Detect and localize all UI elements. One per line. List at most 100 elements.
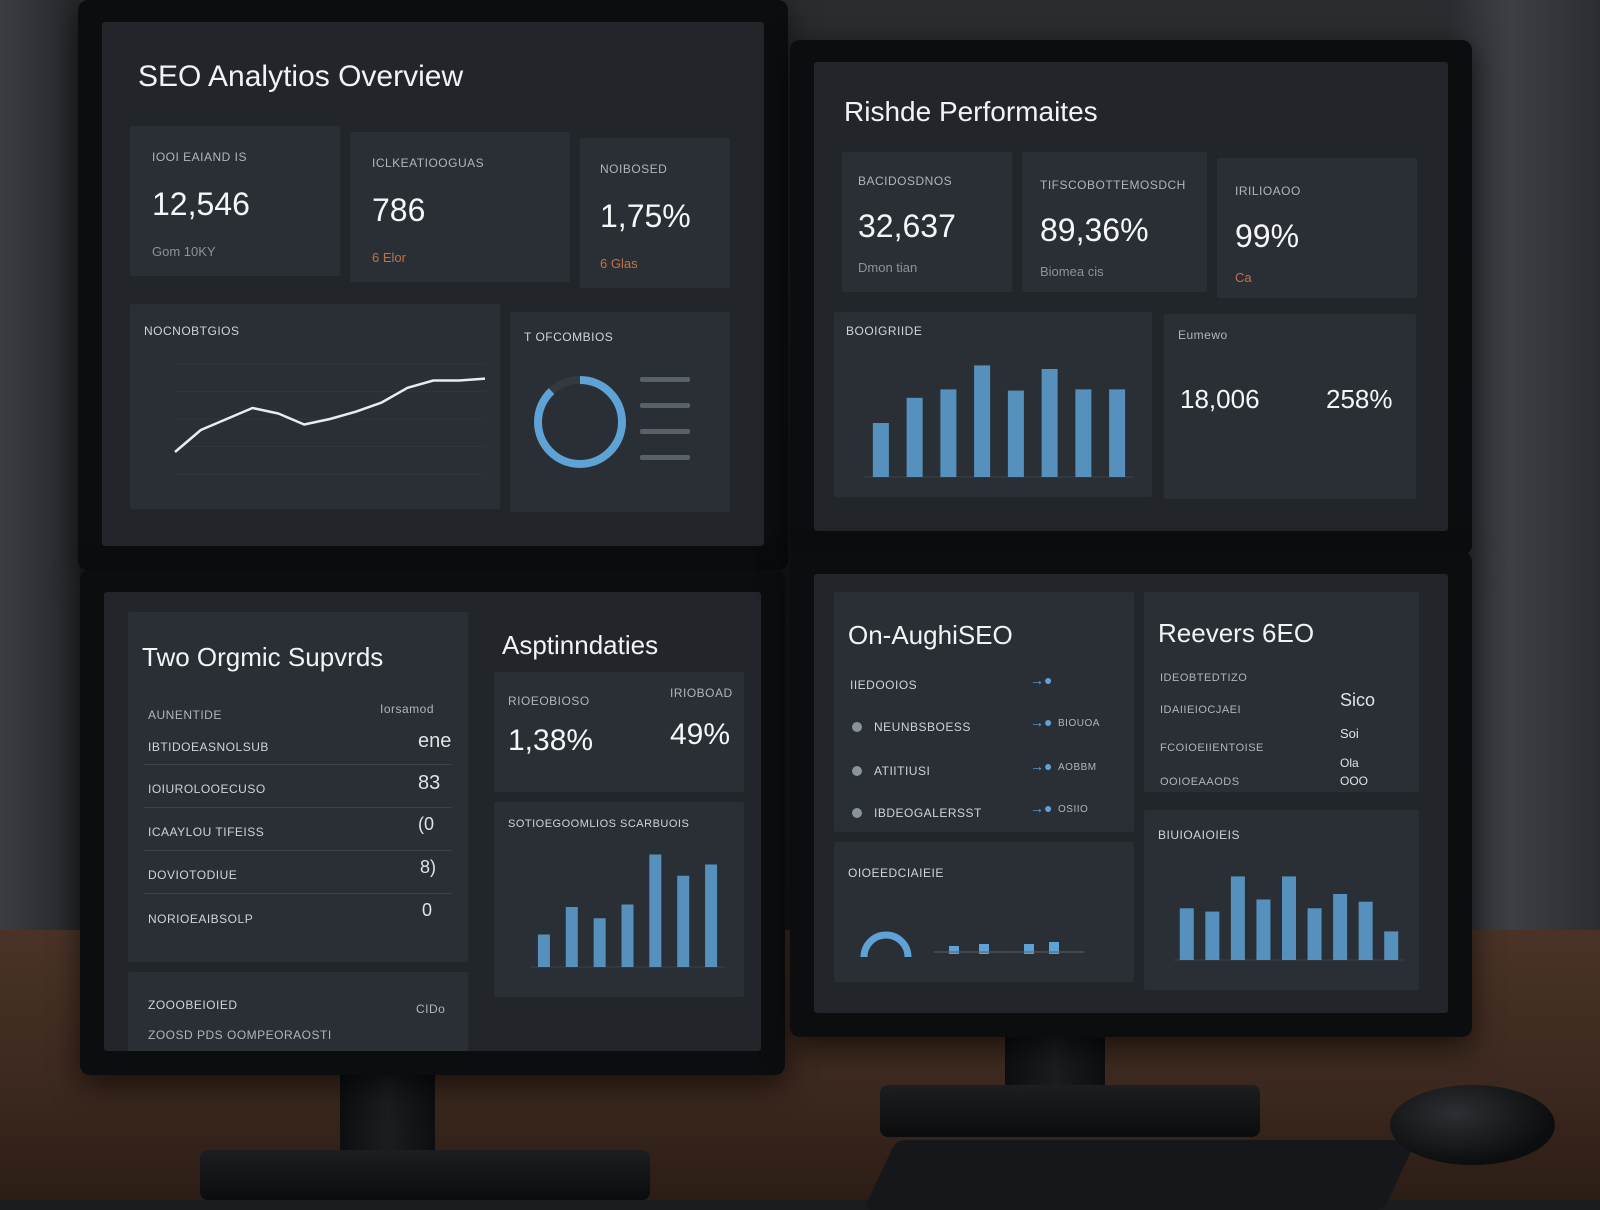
- bar[interactable]: [677, 875, 690, 967]
- bar[interactable]: [621, 904, 634, 968]
- bar[interactable]: [1041, 369, 1058, 477]
- panel-label: BOOIGRIIDE: [846, 324, 923, 338]
- line-chart: [174, 363, 486, 475]
- stand-base-right: [880, 1085, 1260, 1137]
- bar[interactable]: [1205, 911, 1220, 960]
- kpi-note: Gom 10KY: [152, 244, 216, 259]
- row-meta: OSIIO: [1058, 804, 1089, 815]
- row-value: 83: [418, 772, 441, 794]
- row-label: ATIITIUSI: [874, 764, 931, 778]
- row-value: ene: [418, 730, 452, 752]
- bar[interactable]: [1282, 876, 1296, 960]
- bar[interactable]: [1007, 390, 1024, 477]
- kpi-value: 786: [372, 192, 426, 228]
- row-label: IBTIDOEASNOLSUB: [148, 740, 269, 754]
- footer-panel[interactable]: ZOOOBEIOIED CIDo ZOOSD PDS OOMPEORAOSTI: [128, 972, 468, 1051]
- list-header: AUNENTIDE: [148, 708, 222, 722]
- panel-title: Reevers 6EO: [1158, 618, 1315, 648]
- kpi-value: 1,75%: [600, 198, 691, 234]
- bar-chart: [530, 854, 725, 968]
- kpi-note: 6 Elor: [372, 250, 406, 265]
- bar[interactable]: [537, 934, 550, 968]
- row-divider: [144, 893, 452, 894]
- bar[interactable]: [872, 423, 889, 477]
- bar[interactable]: [1333, 894, 1348, 960]
- bar-chart-panel[interactable]: BIUIOAIOIEIS: [1144, 810, 1419, 990]
- monitor-bottom-right: On-AughiSEO IIEDOOIOS →● NEUNBSBOESS →● …: [790, 552, 1472, 1037]
- row-label: FCOIOEIIENTOISE: [1160, 742, 1264, 754]
- mini-bar: [949, 946, 959, 954]
- keyword-list-panel[interactable]: Two Orgmic Supvrds AUNENTIDE Iorsamod IB…: [128, 612, 468, 962]
- monitor-top-right: Rishde Performaites BACIDOSDNOS 32,637 D…: [790, 40, 1472, 555]
- bar[interactable]: [906, 397, 923, 477]
- bar[interactable]: [593, 918, 606, 967]
- screen-onpage: On-AughiSEO IIEDOOIOS →● NEUNBSBOESS →● …: [814, 574, 1448, 1013]
- footer-sub: ZOOSD PDS OOMPEORAOSTI: [148, 1028, 332, 1042]
- kpi-label: IOOI EAIAND IS: [152, 150, 248, 164]
- row-label: IDEOBTEDTIZO: [1160, 672, 1248, 684]
- row-label: IDAIIEIOCJAEI: [1160, 704, 1242, 716]
- row-value: Sico: [1340, 690, 1376, 710]
- stand-base-left: [200, 1150, 650, 1200]
- line-chart-panel[interactable]: NOCNOBTGIOS: [130, 304, 500, 509]
- mouse: [1390, 1085, 1555, 1165]
- kpi-note: Biomea cis: [1040, 264, 1104, 279]
- row-value: (0: [418, 814, 435, 834]
- donut-panel[interactable]: T OFCOMBIOS: [510, 312, 730, 512]
- gauge-arc: [860, 931, 912, 958]
- bar[interactable]: [974, 365, 991, 477]
- row-label: IOIUROLOOECUSO: [148, 782, 266, 796]
- bar[interactable]: [565, 907, 578, 967]
- monitor-bottom-left: Two Orgmic Supvrds AUNENTIDE Iorsamod IB…: [80, 570, 785, 1075]
- panel-title: Asptinndaties: [502, 630, 659, 660]
- kpi-card[interactable]: ICLKEATIOOGUAS 786 6 Elor: [350, 132, 570, 282]
- panel-title: On-AughiSEO: [848, 620, 1013, 650]
- row-meta: AOBBM: [1058, 762, 1097, 773]
- footer-value: CIDo: [416, 1002, 446, 1016]
- row-meta: BIOUOA: [1058, 718, 1100, 729]
- kpi-label: IRILIOAOO: [1235, 184, 1301, 198]
- kpi-note: Ca: [1235, 270, 1252, 285]
- row-value: OOO: [1340, 774, 1369, 788]
- gauge-panel[interactable]: OIOEEDCIAIEIE: [834, 842, 1134, 982]
- row-label: OOIOEAAODS: [1160, 776, 1240, 788]
- legend-item: [640, 403, 690, 408]
- row-divider: [144, 764, 452, 765]
- kpi-note: Dmon tian: [858, 260, 918, 275]
- kpi-value: 12,546: [152, 186, 250, 222]
- bar[interactable]: [1109, 389, 1126, 477]
- panel-label: BIUIOAIOIEIS: [1158, 828, 1241, 842]
- kpi-card[interactable]: IOOI EAIAND IS 12,546 Gom 10KY: [130, 126, 340, 276]
- panel-label: Eumewo: [1178, 328, 1228, 342]
- bar[interactable]: [1179, 908, 1194, 960]
- bar[interactable]: [940, 389, 957, 477]
- legend-item: [640, 429, 690, 434]
- bar[interactable]: [1384, 931, 1399, 960]
- mini-bar: [1049, 942, 1059, 954]
- onpage-panel[interactable]: On-AughiSEO IIEDOOIOS →● NEUNBSBOESS →● …: [834, 592, 1134, 832]
- kpi-card[interactable]: TIFSCOBOTTEMOSDCH 89,36% Biomea cis: [1022, 152, 1207, 292]
- kpi-card[interactable]: BACIDOSDNOS 32,637 Dmon tian: [842, 152, 1012, 292]
- footer-label: ZOOOBEIOIED: [148, 998, 238, 1012]
- stats-panel[interactable]: Eumewo 18,006 258%: [1164, 314, 1416, 499]
- bar[interactable]: [1230, 876, 1245, 960]
- link-icon: →●: [1030, 714, 1053, 730]
- row-label: ICAAYLOU TIFEISS: [148, 825, 265, 839]
- kpi-pair-panel[interactable]: RIOEOBIOSO 1,38% IRIOBOAD 49%: [494, 672, 744, 792]
- bar[interactable]: [1256, 899, 1271, 961]
- kpi-label: ICLKEATIOOGUAS: [372, 156, 485, 170]
- screen-performance: Rishde Performaites BACIDOSDNOS 32,637 D…: [814, 62, 1448, 531]
- reviews-panel[interactable]: Reevers 6EO IDEOBTEDTIZO Sico IDAIIEIOCJ…: [1144, 592, 1419, 792]
- kpi-card[interactable]: IRILIOAOO 99% Ca: [1217, 158, 1417, 298]
- bar[interactable]: [1307, 908, 1322, 960]
- bar[interactable]: [705, 864, 718, 968]
- bar-chart-panel[interactable]: SOTIOEGOOMLIOS SCARBUOIS: [494, 802, 744, 997]
- bar-chart-panel[interactable]: BOOIGRIIDE: [834, 312, 1152, 497]
- line-series: [174, 377, 486, 453]
- panel-label: OIOEEDCIAIEIE: [848, 866, 944, 880]
- bar[interactable]: [1358, 901, 1373, 960]
- bar[interactable]: [649, 854, 662, 968]
- bar[interactable]: [1075, 389, 1092, 477]
- monitor-top-left: SEO Analytios Overview IOOI EAIAND IS 12…: [78, 0, 788, 570]
- kpi-card[interactable]: NOIBOSED 1,75% 6 Glas: [580, 138, 730, 288]
